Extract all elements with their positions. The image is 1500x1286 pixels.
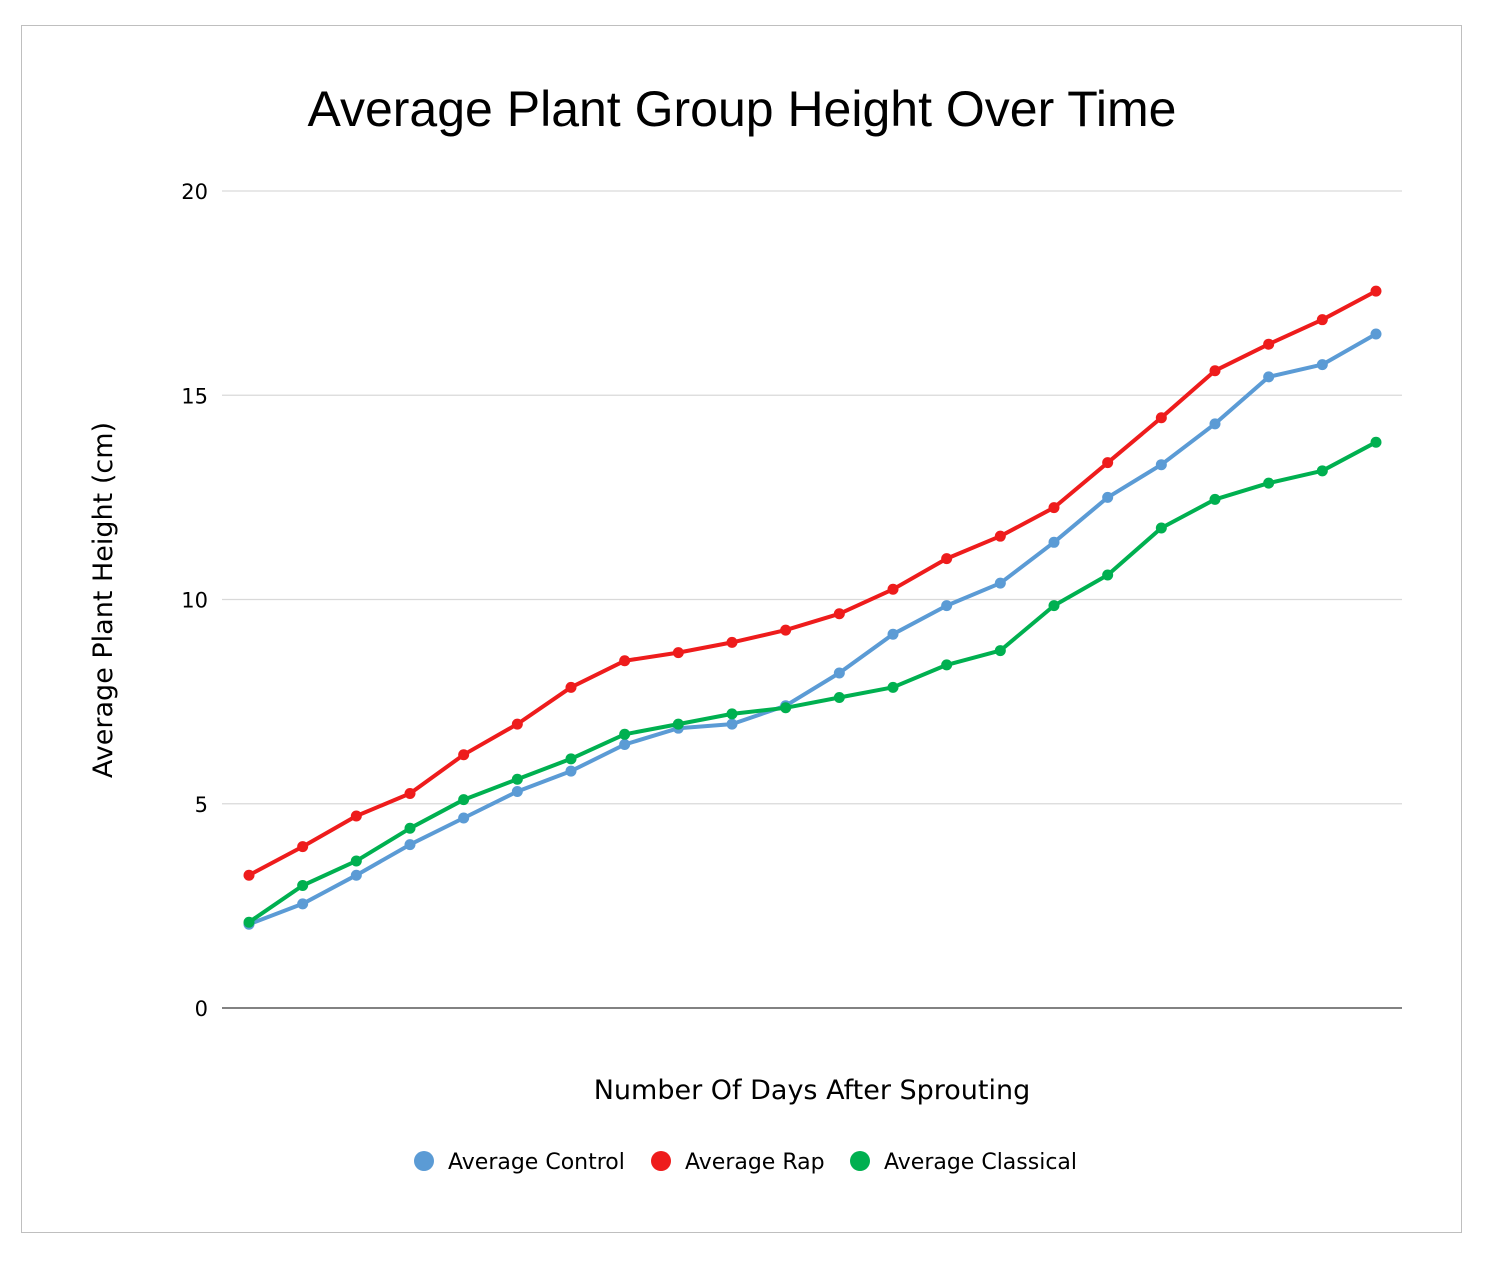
y-tick-label: 10	[181, 589, 208, 613]
data-point	[887, 628, 899, 640]
data-point	[672, 647, 684, 659]
data-point	[1155, 412, 1167, 424]
data-point	[833, 667, 845, 679]
y-tick-label: 0	[195, 997, 208, 1021]
data-point	[458, 749, 470, 761]
data-point	[1263, 371, 1275, 383]
data-point	[1048, 502, 1060, 514]
data-point	[1316, 359, 1328, 371]
data-point	[511, 773, 523, 785]
data-point	[1316, 465, 1328, 477]
data-point	[941, 659, 953, 671]
legend: Average Control Average Rap Average Classi…	[414, 1150, 1077, 1175]
data-point	[458, 812, 470, 824]
data-point	[1102, 491, 1114, 503]
data-point	[458, 794, 470, 806]
data-point	[404, 822, 416, 834]
data-point	[726, 708, 738, 720]
data-point	[780, 624, 792, 636]
data-point	[1155, 522, 1167, 534]
y-axis-ticks: 0 5 10 15 20	[181, 180, 208, 1021]
chart-title: Average Plant Group Height Over Time	[308, 81, 1177, 137]
x-axis-title: Number Of Days After Sprouting	[594, 1075, 1031, 1106]
data-point	[1263, 477, 1275, 489]
legend-label: Average Classical	[884, 1150, 1077, 1175]
data-point	[1209, 493, 1221, 505]
data-point	[1370, 328, 1382, 340]
data-point	[1370, 285, 1382, 297]
data-point	[780, 702, 792, 714]
y-axis-title: Average Plant Height (cm)	[88, 422, 119, 778]
data-point	[833, 608, 845, 620]
data-point	[833, 692, 845, 704]
series-average-rap	[243, 285, 1382, 881]
series-line	[247, 332, 1378, 927]
series-line	[247, 289, 1378, 878]
data-point	[619, 739, 631, 751]
legend-item: Average Rap	[651, 1150, 825, 1175]
data-point	[243, 916, 255, 928]
data-point	[565, 753, 577, 765]
data-point	[350, 869, 362, 881]
data-point	[404, 788, 416, 800]
data-point	[994, 530, 1006, 542]
data-point	[619, 655, 631, 667]
series-average-classical	[243, 436, 1382, 928]
y-tick-label: 15	[181, 384, 208, 408]
data-point	[1155, 459, 1167, 471]
data-point	[941, 553, 953, 565]
chart-frame	[21, 25, 1462, 1233]
y-tick-label: 20	[181, 180, 208, 204]
data-point	[1102, 569, 1114, 581]
legend-marker	[850, 1151, 870, 1171]
data-point	[350, 810, 362, 822]
data-point	[511, 718, 523, 730]
legend-marker	[651, 1151, 671, 1171]
data-point	[887, 681, 899, 693]
data-point	[1102, 457, 1114, 469]
data-point	[565, 681, 577, 693]
data-point	[1048, 600, 1060, 612]
data-point	[1263, 338, 1275, 350]
series-lines	[243, 285, 1382, 930]
data-point	[1316, 314, 1328, 326]
data-point	[297, 841, 309, 853]
data-point	[297, 879, 309, 891]
data-point	[619, 728, 631, 740]
data-point	[243, 869, 255, 881]
data-point	[726, 636, 738, 648]
data-point	[672, 718, 684, 730]
data-point	[297, 898, 309, 910]
data-point	[1209, 365, 1221, 377]
data-point	[726, 718, 738, 730]
data-point	[565, 765, 577, 777]
data-point	[1209, 418, 1221, 430]
data-point	[511, 785, 523, 797]
legend-marker	[414, 1151, 434, 1171]
y-tick-label: 5	[195, 793, 208, 817]
series-average-control	[243, 328, 1382, 930]
data-point	[994, 577, 1006, 589]
series-line	[247, 440, 1378, 925]
legend-item: Average Control	[414, 1150, 625, 1175]
legend-label: Average Control	[448, 1150, 625, 1175]
data-point	[1370, 436, 1382, 448]
data-point	[887, 583, 899, 595]
gridlines	[222, 190, 1402, 1009]
legend-label: Average Rap	[685, 1150, 825, 1175]
data-point	[994, 645, 1006, 657]
data-point	[404, 839, 416, 851]
data-point	[1048, 536, 1060, 548]
data-point	[941, 600, 953, 612]
data-point	[350, 855, 362, 867]
legend-item: Average Classical	[850, 1150, 1077, 1175]
